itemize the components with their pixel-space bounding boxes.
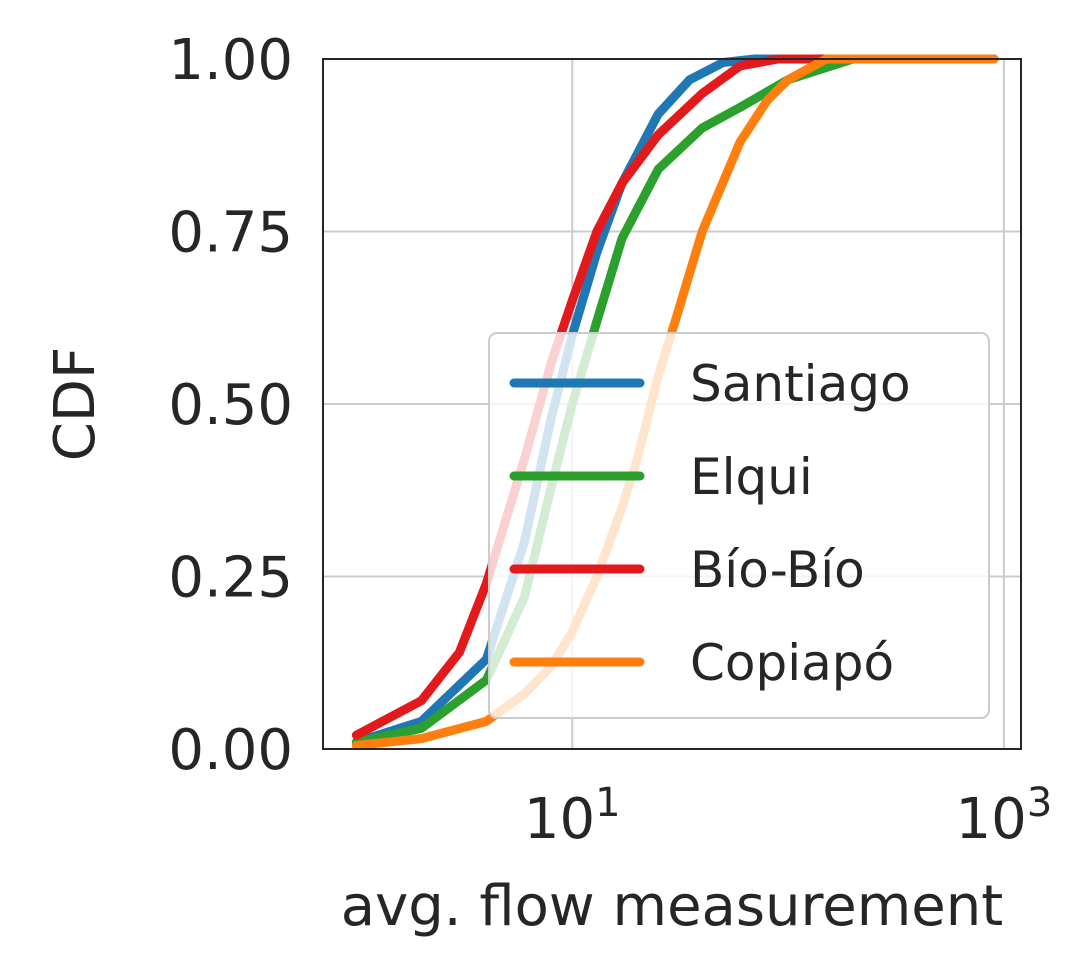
- x-axis-title: avg. flow measurement: [341, 874, 1003, 939]
- x-tick-label: 101: [524, 780, 621, 852]
- series-line-b-o-b-o: [351, 54, 999, 740]
- y-tick-label: 0.50: [168, 373, 293, 438]
- y-tick-label: 0.25: [168, 546, 293, 611]
- y-tick-label: 0.00: [168, 718, 293, 783]
- x-tick-label: 103: [956, 780, 1053, 852]
- legend-label-santiago: Santiago: [690, 355, 911, 413]
- legend-label-copiap-: Copiapó: [690, 634, 894, 692]
- y-axis-title: CDF: [43, 347, 108, 461]
- y-tick-labels: 0.00 0.25 0.50 0.75 1.00: [168, 28, 293, 783]
- x-tick-labels: 101 103: [524, 780, 1052, 852]
- y-tick-label: 1.00: [168, 28, 293, 93]
- y-tick-label: 0.75: [168, 201, 293, 266]
- legend-label-b-o-b-o: Bío-Bío: [690, 541, 865, 599]
- legend-box: [488, 332, 990, 719]
- series-line-santiago: [351, 54, 999, 747]
- legend-label-elqui: Elqui: [690, 448, 813, 506]
- legend: Santiago Elqui Bío-Bío Copiapó: [488, 332, 990, 719]
- plot-frame: [322, 58, 1022, 750]
